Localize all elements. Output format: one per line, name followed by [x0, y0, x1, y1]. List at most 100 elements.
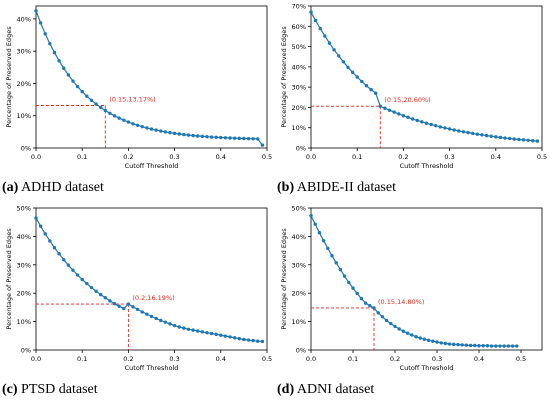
- data-point: [135, 307, 140, 312]
- data-point: [196, 134, 200, 138]
- data-point: [471, 131, 475, 136]
- x-axis-label: Cutoff Threshold: [400, 364, 454, 372]
- data-point: [466, 130, 470, 135]
- data-point: [332, 48, 336, 52]
- data-point: [475, 132, 480, 136]
- data-point: [126, 120, 131, 124]
- caption-b-text: ABIDE-II dataset: [296, 180, 396, 195]
- data-point: [117, 304, 121, 308]
- data-point: [57, 252, 61, 256]
- data-point: [256, 137, 260, 141]
- data-point: [414, 334, 418, 339]
- data-point: [205, 330, 209, 335]
- data-point: [473, 343, 477, 348]
- data-point: [200, 330, 205, 334]
- data-point: [168, 322, 172, 326]
- data-point: [526, 138, 530, 142]
- data-point: [378, 104, 382, 108]
- caption-c-letter: (c): [2, 382, 18, 397]
- data-point: [531, 138, 535, 143]
- data-point: [337, 54, 341, 58]
- data-point: [506, 344, 511, 348]
- y-tick-label: 50%: [17, 205, 31, 213]
- data-point: [347, 280, 351, 285]
- data-point: [117, 116, 121, 120]
- data-point: [260, 339, 265, 344]
- data-point: [489, 134, 493, 138]
- data-point: [309, 213, 313, 218]
- data-point: [98, 105, 103, 110]
- data-point: [75, 273, 80, 277]
- caption-b: (b) ABIDE-II dataset: [277, 180, 396, 196]
- data-point: [34, 9, 38, 13]
- data-point: [135, 123, 140, 127]
- data-point: [517, 137, 521, 142]
- data-point: [406, 115, 410, 120]
- data-point: [360, 79, 364, 84]
- y-tick-label: 40%: [292, 233, 306, 241]
- x-tick-label: 0.3: [432, 355, 442, 363]
- data-point: [131, 305, 135, 309]
- data-point: [397, 327, 401, 331]
- data-point: [480, 133, 484, 137]
- x-tick-label: 0.1: [77, 153, 87, 161]
- chart-a: 0% 10% 20% 30% 40% 0.0 0.1 0.2 0.3 0.4 0.5 Cutoff T…: [5, 5, 272, 170]
- data-point: [223, 136, 228, 140]
- data-point: [52, 246, 57, 250]
- y-tick-label: 20%: [292, 290, 306, 298]
- data-point: [372, 306, 376, 310]
- data-point: [209, 135, 214, 139]
- data-point: [237, 136, 241, 141]
- data-point: [376, 311, 380, 315]
- data-point: [484, 133, 489, 138]
- x-tick-label: 0.5: [537, 153, 547, 161]
- y-tick-label: 0%: [21, 347, 31, 355]
- data-point: [38, 21, 43, 25]
- data-point: [168, 130, 172, 135]
- data-point: [43, 232, 47, 236]
- data-point: [494, 344, 498, 348]
- data-point: [503, 136, 507, 140]
- data-point: [422, 337, 427, 341]
- data-point: [103, 108, 108, 113]
- y-axis-label: Percentage of Preserved Edges: [5, 26, 13, 128]
- data-point: [461, 130, 466, 134]
- y-tick-label: 10%: [292, 318, 306, 326]
- series-line: [35, 10, 263, 146]
- data-point: [507, 136, 512, 141]
- data-point: [242, 337, 246, 342]
- data-point: [205, 135, 209, 139]
- data-point: [256, 339, 260, 343]
- data-point: [163, 130, 168, 134]
- data-point: [52, 50, 57, 55]
- caption-a-letter: (a): [2, 180, 19, 195]
- data-point: [62, 257, 66, 262]
- caption-c: (c) PTSD dataset: [2, 382, 98, 398]
- data-point: [108, 111, 112, 116]
- data-point: [502, 344, 506, 348]
- data-point: [434, 123, 438, 128]
- y-tick-label: 40%: [17, 233, 31, 241]
- data-point: [108, 299, 112, 303]
- data-point: [94, 102, 98, 106]
- data-point: [415, 118, 419, 123]
- caption-c-text: PTSD dataset: [21, 382, 98, 397]
- panel-b: 0% 10% 20% 30% 40% 50% 60% 70% 0.0 0.1 0.2 0.3 0.4 0.…: [275, 0, 550, 202]
- series-line: [310, 11, 538, 142]
- caption-a-text: ADHD dataset: [21, 180, 104, 195]
- data-point: [426, 338, 431, 343]
- data-point: [512, 137, 516, 141]
- plot-frame: [35, 207, 268, 351]
- plot-frame: [310, 207, 543, 351]
- data-point: [457, 129, 461, 133]
- x-tick-label: 0.2: [390, 355, 400, 363]
- x-tick-label: 0.5: [516, 355, 526, 363]
- data-point: [494, 135, 498, 139]
- data-point: [66, 73, 71, 77]
- y-tick-label: 10%: [292, 124, 306, 132]
- data-point: [112, 114, 117, 118]
- y-tick-label: 50%: [292, 205, 306, 213]
- data-point: [191, 328, 195, 332]
- data-point: [126, 302, 131, 306]
- data-point: [359, 296, 364, 301]
